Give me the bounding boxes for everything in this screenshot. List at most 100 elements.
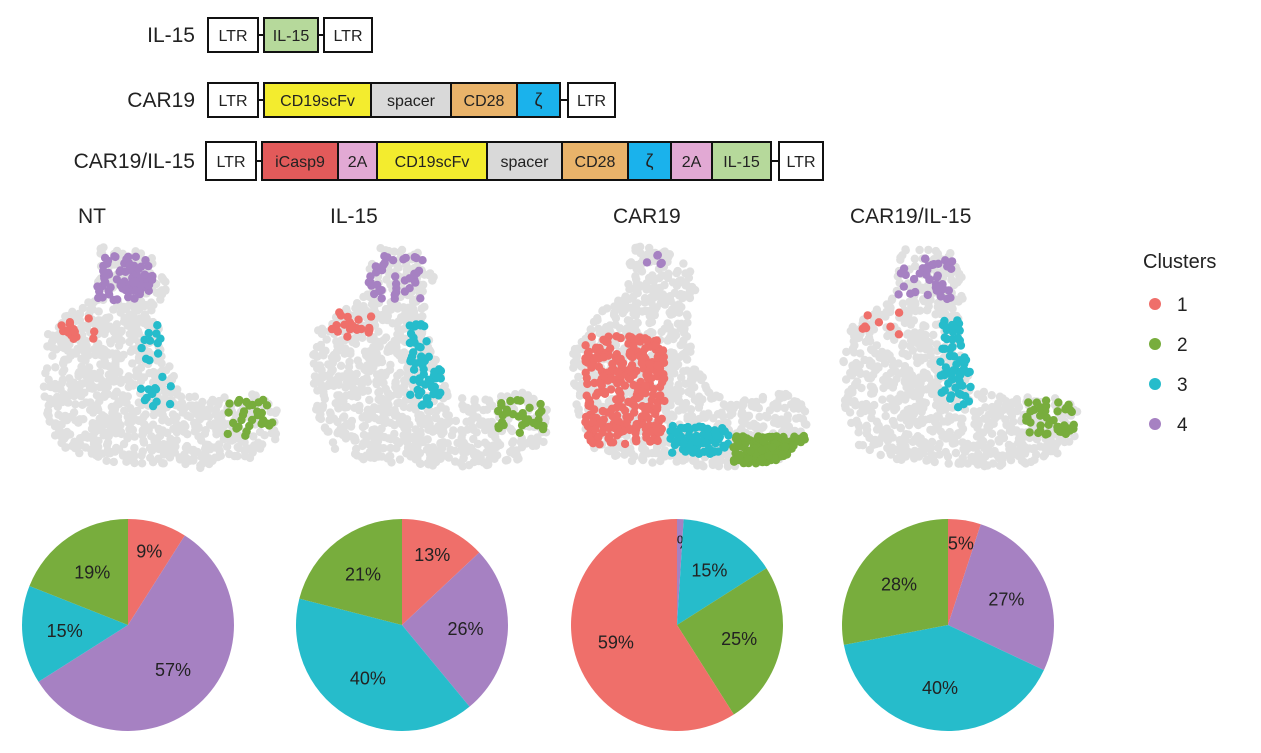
background-cell bbox=[875, 353, 884, 362]
background-cell bbox=[923, 455, 932, 465]
background-cell bbox=[468, 409, 477, 418]
cluster-2-cell bbox=[767, 443, 777, 452]
background-cell bbox=[457, 433, 466, 443]
background-cell bbox=[75, 448, 84, 458]
cluster-3-cell bbox=[670, 440, 680, 450]
background-cell bbox=[906, 382, 915, 392]
cluster-4-cell bbox=[947, 257, 957, 266]
cluster-2-cell bbox=[757, 445, 766, 455]
background-cell bbox=[254, 442, 264, 451]
background-cell bbox=[59, 355, 69, 365]
segment-label: LTR bbox=[218, 93, 247, 110]
background-cell bbox=[878, 395, 887, 404]
background-cell bbox=[867, 346, 877, 355]
background-cell bbox=[539, 437, 548, 447]
background-cell bbox=[761, 411, 770, 421]
background-cell bbox=[633, 288, 642, 298]
background-cell bbox=[909, 409, 919, 419]
background-cell bbox=[941, 405, 950, 414]
background-cell bbox=[666, 325, 675, 334]
background-cell bbox=[683, 343, 692, 352]
pie-label: 26% bbox=[447, 619, 483, 639]
background-cell bbox=[896, 253, 905, 262]
background-cell bbox=[941, 309, 950, 318]
cluster-3-cell bbox=[424, 352, 433, 361]
cluster-4-cell bbox=[901, 270, 910, 280]
background-cell bbox=[443, 439, 452, 448]
cluster-3-cell bbox=[406, 390, 415, 399]
background-cell bbox=[915, 447, 925, 456]
background-cell bbox=[481, 395, 490, 404]
background-cell bbox=[933, 395, 943, 404]
cluster-2-cell bbox=[536, 399, 545, 409]
cluster-4-cell bbox=[94, 293, 103, 303]
pie-slice-cluster-2 bbox=[299, 519, 402, 625]
cluster-3-cell bbox=[426, 377, 435, 387]
background-cell bbox=[204, 459, 214, 469]
cluster-2-cell bbox=[790, 432, 799, 441]
cluster-4-cell bbox=[657, 258, 666, 268]
background-cell bbox=[881, 411, 890, 421]
background-cell bbox=[315, 413, 324, 422]
cluster-2-cell bbox=[1053, 407, 1062, 416]
background-cell bbox=[610, 308, 619, 318]
background-cell bbox=[340, 412, 349, 421]
cluster-1-cell bbox=[581, 417, 590, 427]
construct-row-1: CAR19 LTR CD19scFv spacer CD28 ζ LTR bbox=[127, 82, 616, 118]
background-cell bbox=[926, 359, 935, 369]
cluster-4-cell bbox=[134, 264, 143, 274]
background-cell bbox=[162, 428, 172, 438]
background-cell bbox=[986, 439, 995, 448]
background-cell bbox=[656, 298, 666, 308]
cluster-1-cell bbox=[894, 308, 904, 317]
background-cell bbox=[908, 450, 917, 459]
background-cell bbox=[124, 450, 134, 459]
background-cell bbox=[86, 405, 95, 415]
background-cell bbox=[906, 341, 915, 351]
background-cell bbox=[851, 401, 860, 410]
background-cell bbox=[665, 308, 674, 317]
background-cell bbox=[351, 436, 360, 445]
cluster-1-cell bbox=[366, 312, 376, 321]
background-cell bbox=[910, 261, 920, 271]
background-cell bbox=[841, 403, 850, 413]
background-cell bbox=[574, 406, 583, 415]
background-cell bbox=[326, 408, 335, 417]
cluster-1-cell bbox=[616, 354, 625, 364]
background-cell bbox=[419, 437, 428, 446]
scatter-title: IL-15 bbox=[330, 205, 378, 228]
background-cell bbox=[74, 418, 83, 427]
cluster-2-cell bbox=[799, 431, 808, 441]
background-cell bbox=[392, 349, 402, 358]
background-cell bbox=[870, 400, 879, 410]
background-cell bbox=[988, 408, 998, 418]
cluster-1-cell bbox=[69, 334, 78, 343]
background-cell bbox=[444, 411, 453, 420]
pie-slice-cluster-2 bbox=[677, 568, 784, 715]
background-cell bbox=[53, 392, 62, 402]
pie-slice-cluster-4 bbox=[677, 519, 684, 625]
pie-slice-cluster-3 bbox=[677, 519, 767, 625]
background-cell bbox=[574, 372, 583, 382]
background-cell bbox=[189, 454, 198, 463]
background-cell bbox=[648, 458, 657, 467]
background-cell bbox=[685, 293, 695, 303]
background-cell bbox=[383, 304, 392, 314]
pie-charts: 9%57%15%19%13%26%40%21%1%15%25%59%5%27%4… bbox=[21, 519, 1054, 731]
background-cell bbox=[363, 409, 372, 418]
background-cell bbox=[148, 458, 158, 467]
background-cell bbox=[946, 302, 955, 312]
background-cell bbox=[660, 247, 670, 256]
background-cell bbox=[319, 387, 328, 397]
background-cell bbox=[415, 459, 425, 468]
background-cell bbox=[926, 414, 936, 423]
cluster-1-cell bbox=[613, 379, 622, 388]
cluster-3-cell bbox=[419, 365, 428, 374]
background-cell bbox=[158, 366, 167, 375]
cluster-1-cell bbox=[600, 387, 610, 397]
background-cell bbox=[378, 310, 387, 320]
pie-slice-cluster-3 bbox=[296, 598, 470, 731]
cluster-4-cell bbox=[411, 278, 420, 287]
background-cell bbox=[862, 399, 871, 409]
background-cell bbox=[81, 356, 90, 365]
